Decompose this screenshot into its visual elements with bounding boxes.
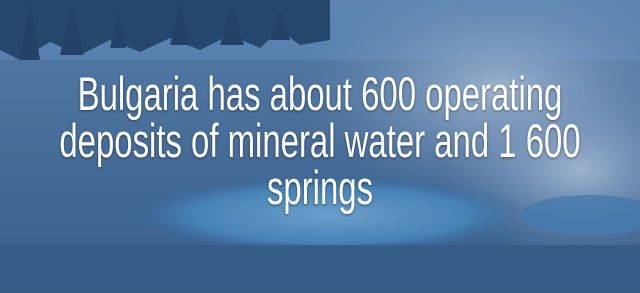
banner: Bulgaria has about 600 operating deposit… xyxy=(0,0,640,293)
headline: Bulgaria has about 600 operating deposit… xyxy=(40,70,600,211)
headline-line: Bulgaria has about 600 operating xyxy=(40,70,600,117)
headline-line: deposits of mineral water and 1 600 xyxy=(40,117,600,164)
headline-line: springs xyxy=(40,164,600,211)
